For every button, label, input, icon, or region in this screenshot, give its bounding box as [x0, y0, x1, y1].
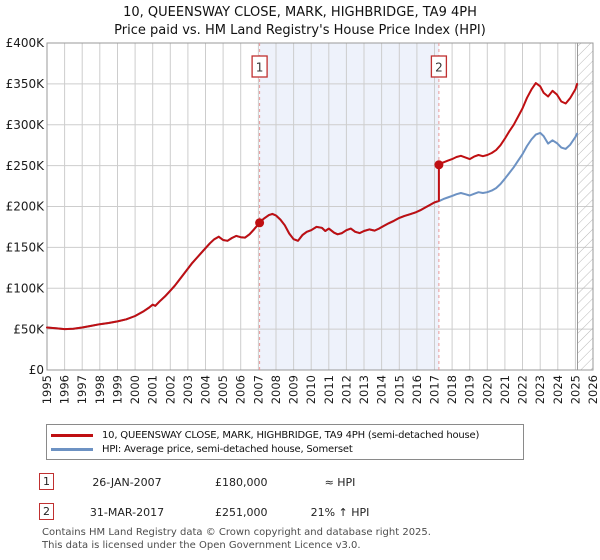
svg-text:1997: 1997: [75, 375, 89, 404]
transaction-1-hpi-relation: ≈ HPI: [324, 476, 356, 489]
legend-label-hpi: HPI: Average price, semi-detached house,…: [102, 443, 353, 455]
svg-text:1995: 1995: [40, 375, 54, 404]
legend-item-property: 10, QUEENSWAY CLOSE, MARK, HIGHBRIDGE, T…: [51, 428, 523, 442]
svg-text:£150K: £150K: [6, 241, 46, 255]
transaction-2-hpi-relation: 21% ↑ HPI: [310, 506, 370, 519]
svg-text:2025: 2025: [568, 375, 582, 404]
property-line-swatch: [51, 433, 93, 437]
svg-text:2014: 2014: [375, 375, 389, 404]
svg-text:1: 1: [256, 61, 264, 75]
transaction-1-badge: 1: [39, 473, 54, 490]
transaction-2-price: £251,000: [215, 506, 268, 519]
svg-text:2004: 2004: [199, 375, 213, 404]
license-line-2: This data is licensed under the Open Gov…: [42, 539, 361, 551]
svg-text:2015: 2015: [392, 375, 406, 404]
chart-legend: 10, QUEENSWAY CLOSE, MARK, HIGHBRIDGE, T…: [46, 424, 524, 460]
svg-text:2000: 2000: [128, 375, 142, 404]
svg-text:2: 2: [435, 61, 443, 75]
sale-1-marker: [255, 218, 265, 228]
transaction-row-1: 1 26-JAN-2007 £180,000 ≈ HPI: [0, 473, 600, 493]
transaction-1-date: 26-JAN-2007: [92, 476, 162, 489]
page-subtitle: Price paid vs. HM Land Registry's House …: [114, 23, 486, 38]
hpi-line-swatch: [51, 447, 93, 451]
svg-text:2019: 2019: [463, 375, 477, 404]
property-line: [46, 82, 579, 331]
svg-text:2018: 2018: [445, 375, 459, 404]
svg-text:2003: 2003: [181, 375, 195, 404]
svg-text:2022: 2022: [516, 375, 530, 404]
svg-text:£250K: £250K: [6, 159, 46, 173]
transaction-2-badge: 2: [39, 503, 54, 520]
legend-label-property: 10, QUEENSWAY CLOSE, MARK, HIGHBRIDGE, T…: [102, 429, 480, 441]
plot-border: [46, 42, 594, 371]
svg-text:2006: 2006: [234, 375, 248, 404]
svg-text:£300K: £300K: [6, 118, 46, 132]
svg-text:2013: 2013: [357, 375, 371, 404]
svg-text:2007: 2007: [251, 375, 265, 404]
sale-2-flag: 2: [430, 55, 448, 78]
svg-text:2008: 2008: [269, 375, 283, 404]
future-hatch-region: [577, 42, 594, 371]
svg-text:2021: 2021: [498, 375, 512, 404]
license-note: Contains HM Land Registry data © Crown c…: [42, 527, 431, 552]
svg-text:£0: £0: [29, 363, 44, 377]
svg-text:£50K: £50K: [13, 322, 45, 336]
transaction-1-price: £180,000: [215, 476, 268, 489]
price-chart: 1 2 £0 £50K £100K £150K £200K £250K £300K £350K £4…: [6, 36, 600, 404]
sale-2-marker: [434, 160, 444, 170]
svg-text:2005: 2005: [216, 375, 230, 404]
svg-text:2009: 2009: [287, 375, 301, 404]
svg-text:2010: 2010: [304, 375, 318, 404]
svg-text:1999: 1999: [111, 375, 125, 404]
page-title: 10, QUEENSWAY CLOSE, MARK, HIGHBRIDGE, T…: [123, 5, 477, 20]
license-line-1: Contains HM Land Registry data © Crown c…: [42, 527, 431, 538]
svg-text:2026: 2026: [586, 375, 600, 404]
legend-item-hpi: HPI: Average price, semi-detached house,…: [51, 442, 523, 456]
svg-text:£200K: £200K: [6, 200, 46, 214]
svg-text:2011: 2011: [322, 375, 336, 404]
x-axis-labels: 1995 1996 1997 1998 1999 2000 2001 2002 2003 2004…: [40, 375, 600, 404]
svg-text:2023: 2023: [533, 375, 547, 404]
svg-text:£100K: £100K: [6, 282, 46, 296]
svg-text:2002: 2002: [163, 375, 177, 404]
svg-text:2001: 2001: [146, 375, 160, 404]
svg-text:£350K: £350K: [6, 77, 46, 91]
transaction-row-2: 2 31-MAR-2017 £251,000 21% ↑ HPI: [0, 503, 600, 523]
sale-1-flag: 1: [251, 55, 268, 78]
transaction-2-date: 31-MAR-2017: [89, 506, 165, 519]
svg-text:1996: 1996: [58, 375, 72, 404]
svg-text:£400K: £400K: [6, 36, 46, 50]
svg-text:2012: 2012: [339, 375, 353, 404]
svg-text:2016: 2016: [410, 375, 424, 404]
svg-text:2020: 2020: [480, 375, 494, 404]
y-axis-labels: £0 £50K £100K £150K £200K £250K £300K £350K £400…: [6, 36, 46, 377]
svg-text:2017: 2017: [428, 375, 442, 404]
svg-text:2024: 2024: [551, 375, 565, 404]
svg-text:1998: 1998: [93, 375, 107, 404]
